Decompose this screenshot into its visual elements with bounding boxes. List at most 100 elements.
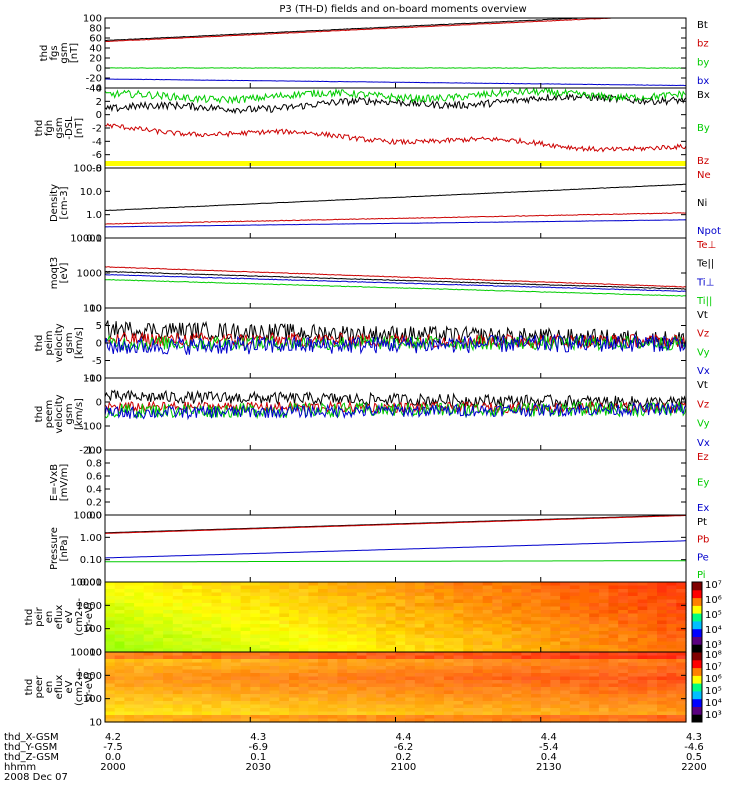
spectrogram-cell (540, 711, 552, 716)
spectrogram-cell (385, 708, 397, 713)
spectrogram-cell (163, 599, 174, 604)
spectrogram-cell (153, 624, 164, 629)
spectrogram-cell (153, 687, 164, 692)
spectrogram-cell (395, 659, 406, 664)
spectrogram-cell (192, 666, 203, 671)
spectrogram-cell (327, 613, 338, 618)
spectrogram-cell (589, 669, 600, 674)
y-tick-label: 1.00 (80, 533, 102, 544)
spectrogram-cell (405, 610, 416, 615)
spectrogram-cell (657, 694, 668, 699)
legend-fgs-1: bz (697, 39, 709, 50)
spectrogram-cell (318, 610, 329, 615)
spectrogram-cell (521, 582, 532, 587)
spectrogram-cell (443, 655, 455, 660)
spectrogram-cell (269, 603, 280, 608)
y-axis-label: velocity (54, 394, 65, 433)
spectrogram-cell (230, 617, 242, 622)
spectrogram-cell (337, 718, 348, 723)
spectrogram-cell (221, 690, 232, 695)
spectrogram-cell (657, 589, 668, 594)
spectrogram-cell (608, 620, 619, 625)
spectrogram-cell (385, 596, 397, 601)
spectrogram-cell (453, 701, 464, 706)
spectrogram-cell (221, 648, 232, 653)
spectrogram-cell (405, 606, 416, 611)
spectrogram-cell (647, 613, 658, 618)
spectrogram-cell (327, 603, 338, 608)
spectrogram-cell (637, 659, 648, 664)
spectrogram-cell (463, 659, 474, 664)
spectrogram-cell (143, 680, 154, 685)
spectrogram-cell (443, 641, 455, 646)
spectrogram-cell (201, 680, 213, 685)
y-tick-label: 10000 (70, 234, 102, 245)
spectrogram-cell (250, 606, 261, 611)
spectrogram-cell (134, 666, 145, 671)
spectrogram-cell (134, 592, 145, 597)
spectrogram-cell (598, 596, 610, 601)
y-axis-label: en (44, 611, 55, 624)
spectrogram-cell (192, 589, 203, 594)
spectrogram-cell (163, 669, 174, 674)
spectrogram-cell (376, 596, 387, 601)
spectrogram-cell (172, 620, 184, 625)
spectrogram-cell (356, 715, 368, 720)
spectrogram-cell (318, 687, 329, 692)
spectrogram-cell (569, 610, 581, 615)
spectrogram-cell (143, 673, 154, 678)
spectrogram-cell (502, 701, 513, 706)
spectrogram-cell (395, 718, 406, 723)
spectrogram-cell (453, 655, 464, 660)
spectrogram-cell (608, 683, 619, 688)
spectrogram-cell (143, 655, 154, 660)
spectrogram-cell (114, 638, 125, 643)
spectrogram-cell (230, 627, 242, 632)
spectrogram-cell (114, 697, 125, 702)
spectrogram-cell (279, 708, 290, 713)
spectrogram-cell (347, 669, 358, 674)
spectrogram-cell (347, 627, 358, 632)
colorbar-segment (692, 628, 702, 637)
spectrogram-cell (211, 711, 222, 716)
spectrogram-cell (579, 589, 590, 594)
spectrogram-cell (395, 617, 406, 622)
spectrogram-cell (511, 680, 522, 685)
legend-peim-1: Vz (697, 329, 709, 340)
spectrogram-cell (376, 711, 387, 716)
spectrogram-cell (376, 624, 387, 629)
spectrogram-cell (473, 673, 484, 678)
spectrogram-cell (105, 592, 116, 597)
spectrogram-cell (637, 708, 648, 713)
spectrogram-cell (502, 673, 513, 678)
spectrogram-cell (598, 610, 610, 615)
spectrogram-cell (259, 662, 271, 667)
spectrogram-cell (366, 589, 377, 594)
spectrogram-cell (134, 652, 145, 657)
legend-peim-3: Vx (697, 366, 710, 377)
spectrogram-cell (250, 589, 261, 594)
spectrogram-cell (230, 599, 242, 604)
spectrogram-cell (627, 655, 639, 660)
spectrogram-cell (259, 708, 271, 713)
spectrogram-cell (298, 599, 309, 604)
spectrogram-cell (598, 673, 610, 678)
spectrogram-cell (327, 617, 338, 622)
spectrogram-cell (502, 592, 513, 597)
spectrogram-cell (414, 582, 426, 587)
spectrogram-cell (657, 610, 668, 615)
spectrogram-cell (318, 592, 329, 597)
spectrogram-cell (105, 711, 116, 716)
spectrogram-cell (192, 652, 203, 657)
spectrogram-cell (289, 708, 300, 713)
spectrogram-cell (414, 718, 426, 723)
spectrogram-cell (298, 603, 309, 608)
y-axis-label: Pressure (49, 527, 60, 570)
spectrogram-cell (240, 704, 251, 709)
spectrogram-cell (192, 596, 203, 601)
spectrogram-cell (560, 676, 571, 681)
spectrogram-cell (627, 704, 639, 709)
spectrogram-cell (637, 585, 648, 590)
spectrogram-cell (424, 652, 435, 657)
spectrogram-cell (531, 718, 542, 723)
